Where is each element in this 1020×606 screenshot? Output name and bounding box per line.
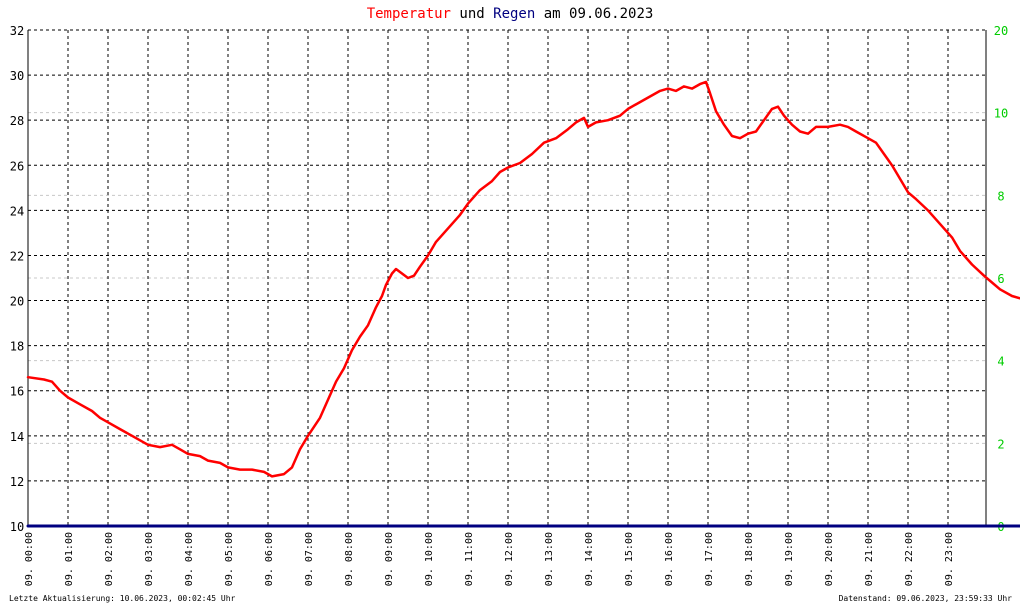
x-tick-label: 09. 15:00 bbox=[624, 532, 635, 586]
x-tick-label: 09. 04:00 bbox=[184, 532, 195, 586]
title-rain: Regen bbox=[493, 6, 535, 22]
y-left-tick-label: 26 bbox=[10, 159, 24, 173]
x-tick-label: 09. 21:00 bbox=[864, 532, 875, 586]
x-tick-label: 09. 00:00 bbox=[24, 532, 35, 586]
x-tick-label: 09. 18:00 bbox=[744, 532, 755, 586]
y-right-tick-label: 6 bbox=[997, 272, 1004, 286]
x-tick-label: 09. 14:00 bbox=[584, 532, 595, 586]
x-tick-label: 09. 10:00 bbox=[424, 532, 435, 586]
temperature-series-line bbox=[26, 80, 1020, 478]
grid bbox=[27, 29, 986, 527]
x-tick-label: 09. 03:00 bbox=[144, 532, 155, 586]
y-left-tick-label: 16 bbox=[10, 385, 24, 399]
x-tick-label: 09. 12:00 bbox=[504, 532, 515, 586]
y-right-tick-label: 20 bbox=[994, 24, 1008, 38]
y-left-tick-label: 30 bbox=[10, 69, 24, 83]
x-tick-label: 09. 09:00 bbox=[384, 532, 395, 586]
footer-last-update: Letzte Aktualisierung: 10.06.2023, 00:02… bbox=[9, 594, 236, 603]
x-tick-label: 09. 20:00 bbox=[824, 532, 835, 586]
y-left-tick-label: 24 bbox=[10, 204, 24, 218]
x-tick-label: 09. 23:00 bbox=[944, 532, 955, 586]
x-tick-label: 09. 16:00 bbox=[664, 532, 675, 586]
x-tick-label: 09. 02:00 bbox=[104, 532, 115, 586]
x-tick-label: 09. 13:00 bbox=[544, 532, 555, 586]
x-tick-label: 09. 01:00 bbox=[64, 532, 75, 586]
y-left-tick-label: 18 bbox=[10, 340, 24, 354]
y-left-tick-label: 22 bbox=[10, 249, 24, 263]
title-temperature: Temperatur bbox=[367, 6, 451, 22]
x-tick-label: 09. 17:00 bbox=[704, 532, 715, 586]
series bbox=[26, 80, 1020, 528]
y-left-tick-label: 32 bbox=[10, 24, 24, 38]
x-tick-label: 09. 08:00 bbox=[344, 532, 355, 586]
y-right-tick-label: 10 bbox=[994, 107, 1008, 121]
chart-title: Temperatur und Regen am 09.06.2023 bbox=[367, 6, 654, 22]
x-tick-label: 09. 05:00 bbox=[224, 532, 235, 586]
y-right-tick-label: 8 bbox=[997, 189, 1004, 203]
title-and: und bbox=[451, 6, 493, 22]
y-right-tick-label: 4 bbox=[997, 355, 1004, 369]
y-left-tick-label: 10 bbox=[10, 520, 24, 534]
footer-data-status: Datenstand: 09.06.2023, 23:59:33 Uhr bbox=[839, 594, 1013, 603]
y-left-tick-label: 28 bbox=[10, 114, 24, 128]
y-left-tick-label: 20 bbox=[10, 295, 24, 309]
x-tick-label: 09. 22:00 bbox=[904, 532, 915, 586]
x-tick-label: 09. 06:00 bbox=[264, 532, 275, 586]
x-tick-label: 09. 11:00 bbox=[464, 532, 475, 586]
x-tick-label: 09. 19:00 bbox=[784, 532, 795, 586]
y-left-tick-label: 14 bbox=[10, 430, 24, 444]
x-tick-label: 09. 07:00 bbox=[304, 532, 315, 586]
title-date: am 09.06.2023 bbox=[535, 6, 653, 22]
y-left-tick-label: 12 bbox=[10, 475, 24, 489]
y-right-tick-label: 2 bbox=[997, 437, 1004, 451]
